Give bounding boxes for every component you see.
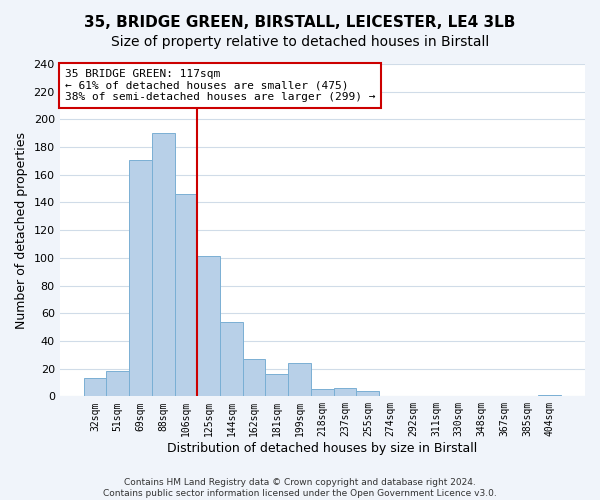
Bar xyxy=(152,133,175,396)
Text: Size of property relative to detached houses in Birstall: Size of property relative to detached ho… xyxy=(111,35,489,49)
Bar xyxy=(175,194,197,396)
Bar xyxy=(243,359,265,397)
Bar xyxy=(356,391,379,396)
Text: 35 BRIDGE GREEN: 117sqm
← 61% of detached houses are smaller (475)
38% of semi-d: 35 BRIDGE GREEN: 117sqm ← 61% of detache… xyxy=(65,69,376,102)
Bar xyxy=(311,390,334,396)
Text: Contains HM Land Registry data © Crown copyright and database right 2024.
Contai: Contains HM Land Registry data © Crown c… xyxy=(103,478,497,498)
Bar xyxy=(129,160,152,396)
Bar xyxy=(220,322,243,396)
Bar xyxy=(83,378,106,396)
Bar xyxy=(334,388,356,396)
Bar xyxy=(106,372,129,396)
Text: 35, BRIDGE GREEN, BIRSTALL, LEICESTER, LE4 3LB: 35, BRIDGE GREEN, BIRSTALL, LEICESTER, L… xyxy=(85,15,515,30)
Bar xyxy=(265,374,288,396)
Y-axis label: Number of detached properties: Number of detached properties xyxy=(15,132,28,328)
Bar xyxy=(288,363,311,396)
Bar xyxy=(197,256,220,396)
X-axis label: Distribution of detached houses by size in Birstall: Distribution of detached houses by size … xyxy=(167,442,478,455)
Bar xyxy=(538,395,561,396)
